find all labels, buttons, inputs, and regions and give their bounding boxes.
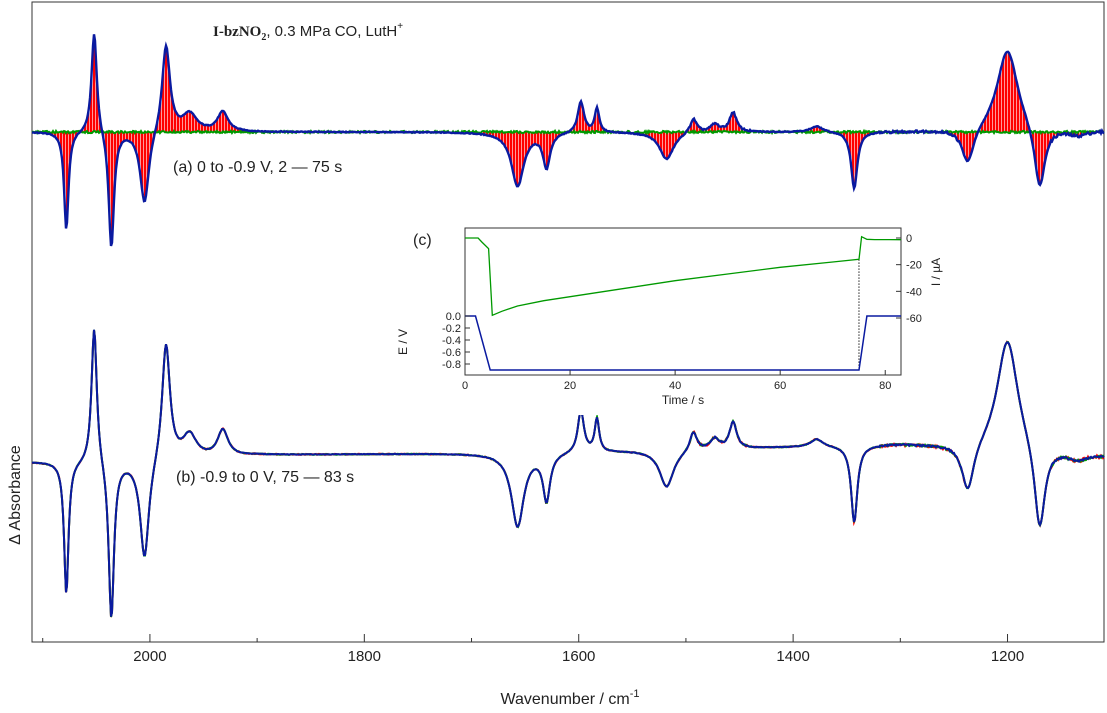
inset-x-tick-label: 20 <box>564 380 576 392</box>
inset-current-tick-label: 0 <box>906 233 912 245</box>
inset-current-curve <box>465 235 902 317</box>
inset-potential-tick-label: -0.2 <box>442 323 461 335</box>
inset-x-tick-label: 40 <box>669 380 681 392</box>
panel-b-label: (b) -0.9 to 0 V, 75 — 83 s <box>176 469 354 486</box>
inset-label: (c) <box>413 232 432 249</box>
inset-potential-tick-label: -0.4 <box>442 335 461 347</box>
panel-a-label: (a) 0 to -0.9 V, 2 — 75 s <box>173 159 342 176</box>
inset-chart: (c) 0 20 40 60 80 0 -20 -40 -60 0.0-0.2-0.4-0.6… <box>396 223 943 415</box>
inset-potential-ticks: 0.0-0.2-0.4-0.6-0.8 <box>442 311 470 371</box>
inset-current-tick-label: -60 <box>906 313 922 325</box>
panel-a-fill <box>32 34 1104 246</box>
panel-a-final-curve <box>32 34 1105 247</box>
main-plot-frame <box>31 1 1105 643</box>
x-tick-label: 1800 <box>348 648 381 665</box>
inset-background <box>400 223 916 415</box>
inset-current-ticks: 0 -20 -40 -60 <box>896 233 922 325</box>
inset-potential-tick-label: -0.6 <box>442 347 461 359</box>
y-axis-label: Δ Absorbance <box>7 445 24 545</box>
inset-current-tick-label: -40 <box>906 286 922 298</box>
chart-title: I-bzNO2, 0.3 MPa CO, LutH+ <box>213 21 403 43</box>
x-tick-label: 2000 <box>133 648 166 665</box>
inset-x-tick-label: 60 <box>774 380 786 392</box>
x-tick-label: 1400 <box>776 648 809 665</box>
inset-potential-curve <box>465 315 901 371</box>
x-tick-label: 1200 <box>991 648 1024 665</box>
x-axis-label: Wavenumber / cm-1 <box>501 688 640 708</box>
panel-b <box>31 329 1105 618</box>
inset-potential-tick-label: -0.8 <box>442 359 461 371</box>
inset-x-axis-label: Time / s <box>662 393 704 407</box>
panel-a <box>31 34 1105 247</box>
inset-current-axis-label: I / µA <box>929 258 943 286</box>
x-tick-label: 1600 <box>562 648 595 665</box>
inset-x-ticks: 0 20 40 60 80 <box>462 370 891 392</box>
inset-x-tick-label: 0 <box>462 380 468 392</box>
inset-current-tick-label: -20 <box>906 260 922 272</box>
inset-frame <box>464 227 902 376</box>
inset-potential-tick-label: 0.0 <box>446 311 461 323</box>
inset-x-tick-label: 80 <box>879 380 891 392</box>
x-axis-ticks: 2000 1800 1600 1400 1200 <box>42 634 1024 665</box>
panel-b-blue-curve <box>31 329 1105 617</box>
inset-potential-axis-label: E / V <box>396 329 410 355</box>
